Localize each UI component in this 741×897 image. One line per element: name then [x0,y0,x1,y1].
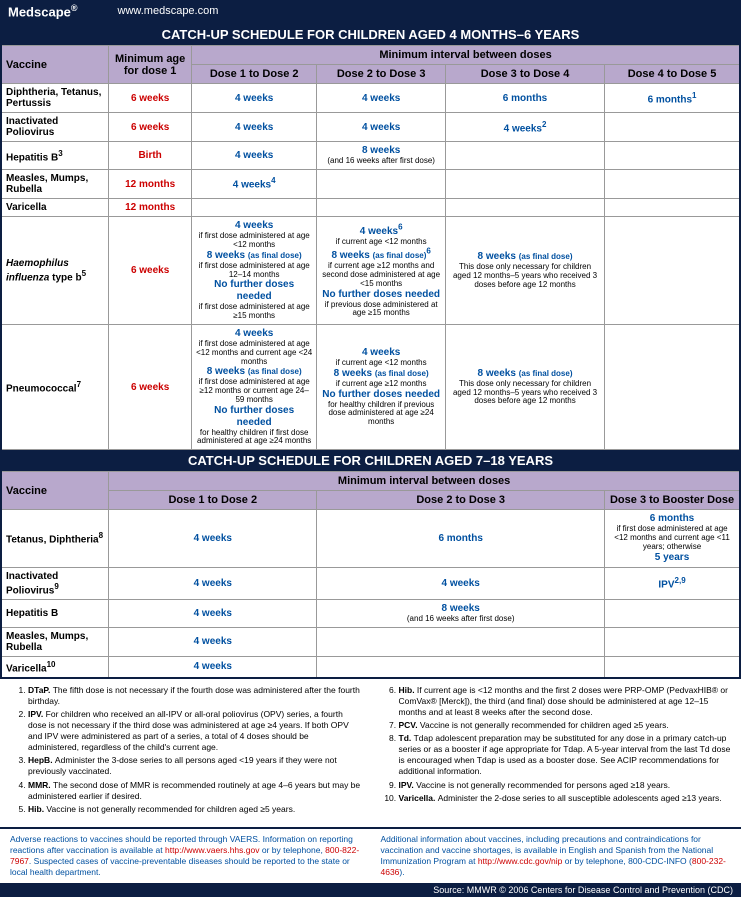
col-d12: Dose 1 to Dose 2 [192,65,317,84]
cell: 4 weeks [192,113,317,142]
cell [317,656,605,678]
col-vaccine: Vaccine [1,46,109,84]
cell: 6 months [446,84,605,113]
vac-hepb2: Hepatitis B [1,600,109,628]
cell [446,142,605,170]
vac-hib: Haemophilus influenza type b5 [1,217,109,325]
cell [605,170,740,199]
cell: 4 weeks2 [446,113,605,142]
cell [605,627,740,656]
table2-title: CATCH-UP SCHEDULE FOR CHILDREN AGED 7–18… [1,450,740,472]
vac-dtp: Diphtheria, Tetanus, Pertussis [1,84,109,113]
vac-td: Tetanus, Diphtheria8 [1,510,109,567]
col-d23: Dose 2 to Dose 3 [317,65,446,84]
cell: 4 weeksif current age <12 months 8 weeks… [317,324,446,449]
col-minage: Minimum age for dose 1 [109,46,192,84]
table-row: Hepatitis B 4 weeks 8 weeks(and 16 weeks… [1,600,740,628]
cell: 6 weeks [109,84,192,113]
cell: 12 months [109,199,192,217]
cell: 8 weeks(and 16 weeks after first dose) [317,600,605,628]
table-row: Varicella10 4 weeks [1,656,740,678]
table-row: Hepatitis B3 Birth 4 weeks 8 weeks(and 1… [1,142,740,170]
cell: 4 weeks [317,84,446,113]
table-row: Varicella 12 months [1,199,740,217]
cell [605,324,740,449]
cell: 6 weeks [109,324,192,449]
vac-var2: Varicella10 [1,656,109,678]
vac-pcv: Pneumococcal7 [1,324,109,449]
cell: 4 weeks [192,142,317,170]
col-d3b: Dose 3 to Booster Dose [605,491,740,510]
vac-ipv: Inactivated Poliovirus [1,113,109,142]
cell: 4 weeks [109,600,317,628]
cell [605,656,740,678]
cell [317,170,446,199]
cell: 4 weeks6if current age <12 months 8 week… [317,217,446,325]
vac-mmr: Measles, Mumps, Rubella [1,170,109,199]
brand: Medscape® [8,3,78,19]
table1-title: CATCH-UP SCHEDULE FOR CHILDREN AGED 4 MO… [1,23,740,46]
cell: 4 weeks4 [192,170,317,199]
cell: 4 weeks [317,567,605,599]
cell: 4 weeks [192,84,317,113]
cell: 4 weeks [109,510,317,567]
vac-var: Varicella [1,199,109,217]
cell [605,600,740,628]
cell [446,199,605,217]
cell [446,170,605,199]
vac-ipv2: Inactivated Poliovirus9 [1,567,109,599]
cell [317,199,446,217]
cell: 4 weeks [109,656,317,678]
cell: 4 weeksif first dose administered at age… [192,324,317,449]
cell: 6 weeks [109,217,192,325]
cell: 12 months [109,170,192,199]
cell: 8 weeks (as final dose)This dose only ne… [446,217,605,325]
cell [605,142,740,170]
header-bar: Medscape® www.medscape.com [0,0,741,22]
table-row: Pneumococcal7 6 weeks 4 weeksif first do… [1,324,740,449]
schedule-table-1: CATCH-UP SCHEDULE FOR CHILDREN AGED 4 MO… [0,22,741,679]
cell: IPV2,9 [605,567,740,599]
col-d34: Dose 3 to Dose 4 [446,65,605,84]
table-row: Haemophilus influenza type b5 6 weeks 4 … [1,217,740,325]
footnotes: DTaP. The fifth dose is not necessary if… [0,679,741,823]
table-row: Tetanus, Diphtheria8 4 weeks 6 months 6 … [1,510,740,567]
cell [317,627,605,656]
col-d23: Dose 2 to Dose 3 [317,491,605,510]
cell: 6 months [317,510,605,567]
col-d12: Dose 1 to Dose 2 [109,491,317,510]
cell: 6 weeks [109,113,192,142]
vac-mmr2: Measles, Mumps, Rubella [1,627,109,656]
table-row: Measles, Mumps, Rubella 4 weeks [1,627,740,656]
bottom-info: Adverse reactions to vaccines should be … [0,827,741,883]
cell: 4 weeks [109,627,317,656]
cell [192,199,317,217]
cell: 4 weeks [109,567,317,599]
cell: 8 weeks (as final dose)This dose only ne… [446,324,605,449]
table-row: Diphtheria, Tetanus, Pertussis 6 weeks 4… [1,84,740,113]
col-minint: Minimum interval between doses [192,46,740,65]
cell [605,113,740,142]
table-row: Measles, Mumps, Rubella 12 months 4 week… [1,170,740,199]
cell: 6 months1 [605,84,740,113]
cell: Birth [109,142,192,170]
col-vaccine: Vaccine [1,472,109,510]
table-row: Inactivated Poliovirus 6 weeks 4 weeks 4… [1,113,740,142]
cell: 4 weeks [317,113,446,142]
bottom-right: Additional information about vaccines, i… [381,834,732,878]
col-d45: Dose 4 to Dose 5 [605,65,740,84]
bottom-left: Adverse reactions to vaccines should be … [10,834,361,878]
table-row: Inactivated Poliovirus9 4 weeks 4 weeks … [1,567,740,599]
cell [605,199,740,217]
cell [605,217,740,325]
cell: 8 weeks(and 16 weeks after first dose) [317,142,446,170]
header-url: www.medscape.com [118,5,219,17]
vac-hepb: Hepatitis B3 [1,142,109,170]
cell: 4 weeksif first dose administered at age… [192,217,317,325]
col-minint: Minimum interval between doses [109,472,740,491]
cell: 6 monthsif first dose administered at ag… [605,510,740,567]
